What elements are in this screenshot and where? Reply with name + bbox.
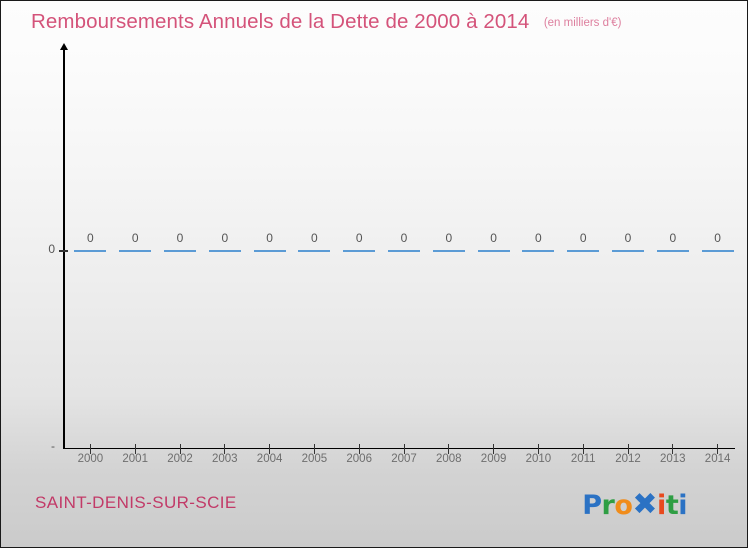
x-axis-label: 2008: [436, 453, 462, 465]
bar-rect: [388, 250, 420, 252]
x-axis-label: 2013: [660, 453, 686, 465]
bar-value-label: 0: [176, 231, 184, 245]
bar-value-label: 0: [490, 231, 497, 245]
bar-item[interactable]: 0 2001: [119, 49, 152, 465]
y-axis-label-bottom: -: [51, 439, 55, 453]
bar-item[interactable]: 0 2010: [522, 49, 555, 465]
x-axis-tick: [717, 444, 719, 454]
bar-item[interactable]: 0 2009: [477, 49, 510, 465]
x-axis-label: 2007: [391, 453, 417, 465]
bar-item[interactable]: 0 2008: [432, 49, 465, 465]
bar-value-label: 0: [535, 231, 542, 245]
x-axis-tick: [134, 444, 136, 454]
bar-rect: [656, 250, 689, 252]
logo-letter-o: o: [614, 490, 633, 521]
bar-rect: [119, 250, 152, 252]
bar-item[interactable]: 0 2007: [388, 49, 420, 465]
x-axis-label: 2004: [256, 453, 283, 465]
logo-letter-r: r: [601, 490, 615, 521]
x-axis-tick: [358, 444, 360, 454]
x-axis-tick: [269, 444, 271, 454]
x-axis-label: 2014: [704, 453, 731, 465]
logo-letter-t: t: [665, 490, 679, 521]
bar-item[interactable]: 0 2002: [164, 49, 196, 465]
bar-rect: [164, 250, 196, 252]
x-axis-tick: [537, 444, 539, 454]
x-axis-tick: [672, 444, 674, 454]
bar-value-label: 0: [714, 231, 721, 245]
bar-rect: [74, 250, 107, 252]
logo-letter-i1: i: [657, 490, 666, 521]
chart-title: Remboursements Annuels de la Dette de 20…: [31, 10, 530, 33]
y-axis-zero-tick: [59, 250, 68, 252]
y-axis-line: [59, 43, 68, 449]
x-axis-tick: [582, 444, 584, 454]
bar-value-label: 0: [221, 231, 229, 245]
x-axis-tick: [179, 444, 181, 454]
proxiti-logo[interactable]: Pro✖iti: [582, 487, 687, 522]
x-axis-tick: [313, 444, 315, 454]
x-axis-label: 2002: [167, 453, 193, 465]
bar-rect: [701, 250, 734, 252]
x-axis-tick: [89, 444, 91, 454]
x-axis-label: 2009: [480, 453, 507, 465]
bar-rect: [343, 250, 376, 252]
bar-item[interactable]: 0 2003: [208, 49, 241, 465]
chart-subtitle-units: (en milliers d'€): [543, 17, 622, 29]
bar-value-label: 0: [266, 231, 273, 245]
x-axis-label: 2001: [122, 453, 148, 465]
x-axis-tick: [493, 444, 495, 454]
y-axis-label-zero: 0: [48, 242, 55, 256]
bar-value-label: 0: [579, 231, 587, 245]
x-axis-label: 2003: [212, 453, 238, 465]
logo-letter-i2: i: [678, 490, 687, 521]
bar-value-label: 0: [355, 231, 363, 245]
bar-rect: [298, 250, 331, 252]
chart-header: Remboursements Annuels de la Dette de 20…: [31, 10, 621, 34]
bar-rect: [432, 250, 465, 252]
x-axis-label: 2005: [301, 453, 328, 465]
bar-item[interactable]: 0 2011: [567, 49, 600, 465]
bar-rect: [522, 250, 555, 252]
bar-item[interactable]: 0 2005: [298, 49, 331, 465]
bar-value-label: 0: [311, 231, 318, 245]
x-axis-label: 2006: [346, 453, 372, 465]
bar-value-label: 0: [131, 231, 139, 245]
bar-rect: [253, 250, 286, 252]
x-axis-label: 2012: [615, 453, 641, 465]
bar-item[interactable]: 0 2012: [612, 49, 644, 465]
plot-area: 0 - 0 2000 0 2001 0 2002 0 2003 0 2004 0 2005 0 2006 0…: [48, 43, 735, 465]
y-axis-arrow-icon: [59, 43, 68, 50]
x-axis-tick: [403, 444, 405, 454]
logo-letter-p: P: [582, 490, 602, 521]
x-axis-tick: [224, 444, 226, 454]
bar-item[interactable]: 0 2006: [343, 49, 376, 465]
bar-value-label: 0: [445, 231, 453, 245]
x-axis-label: 2000: [77, 453, 104, 465]
logo-letter-x: ✖: [632, 487, 658, 522]
bar-value-label: 0: [87, 231, 94, 245]
x-axis-label: 2011: [570, 453, 596, 465]
bar-value-label: 0: [624, 231, 632, 245]
x-axis-line: [63, 447, 735, 449]
bar-value-label: 0: [400, 231, 408, 245]
bar-item[interactable]: 0 2004: [253, 49, 286, 465]
x-axis-tick: [448, 444, 450, 454]
x-axis-label: 2010: [525, 453, 552, 465]
bar-item[interactable]: 0 2013: [656, 49, 689, 465]
commune-name: SAINT-DENIS-SUR-SCIE: [35, 493, 237, 512]
bar-rect: [208, 250, 241, 252]
bar-item[interactable]: 0 2014: [701, 49, 734, 465]
bar-series: 0 2000 0 2001 0 2002 0 2003 0 2004 0 2005 0 2006 0 2007…: [63, 49, 735, 465]
bar-item[interactable]: 0 2000: [74, 49, 107, 465]
bar-rect: [612, 250, 644, 252]
bar-rect: [477, 250, 510, 252]
bar-value-label: 0: [669, 231, 677, 245]
bar-rect: [567, 250, 600, 252]
x-axis-tick: [627, 444, 629, 454]
